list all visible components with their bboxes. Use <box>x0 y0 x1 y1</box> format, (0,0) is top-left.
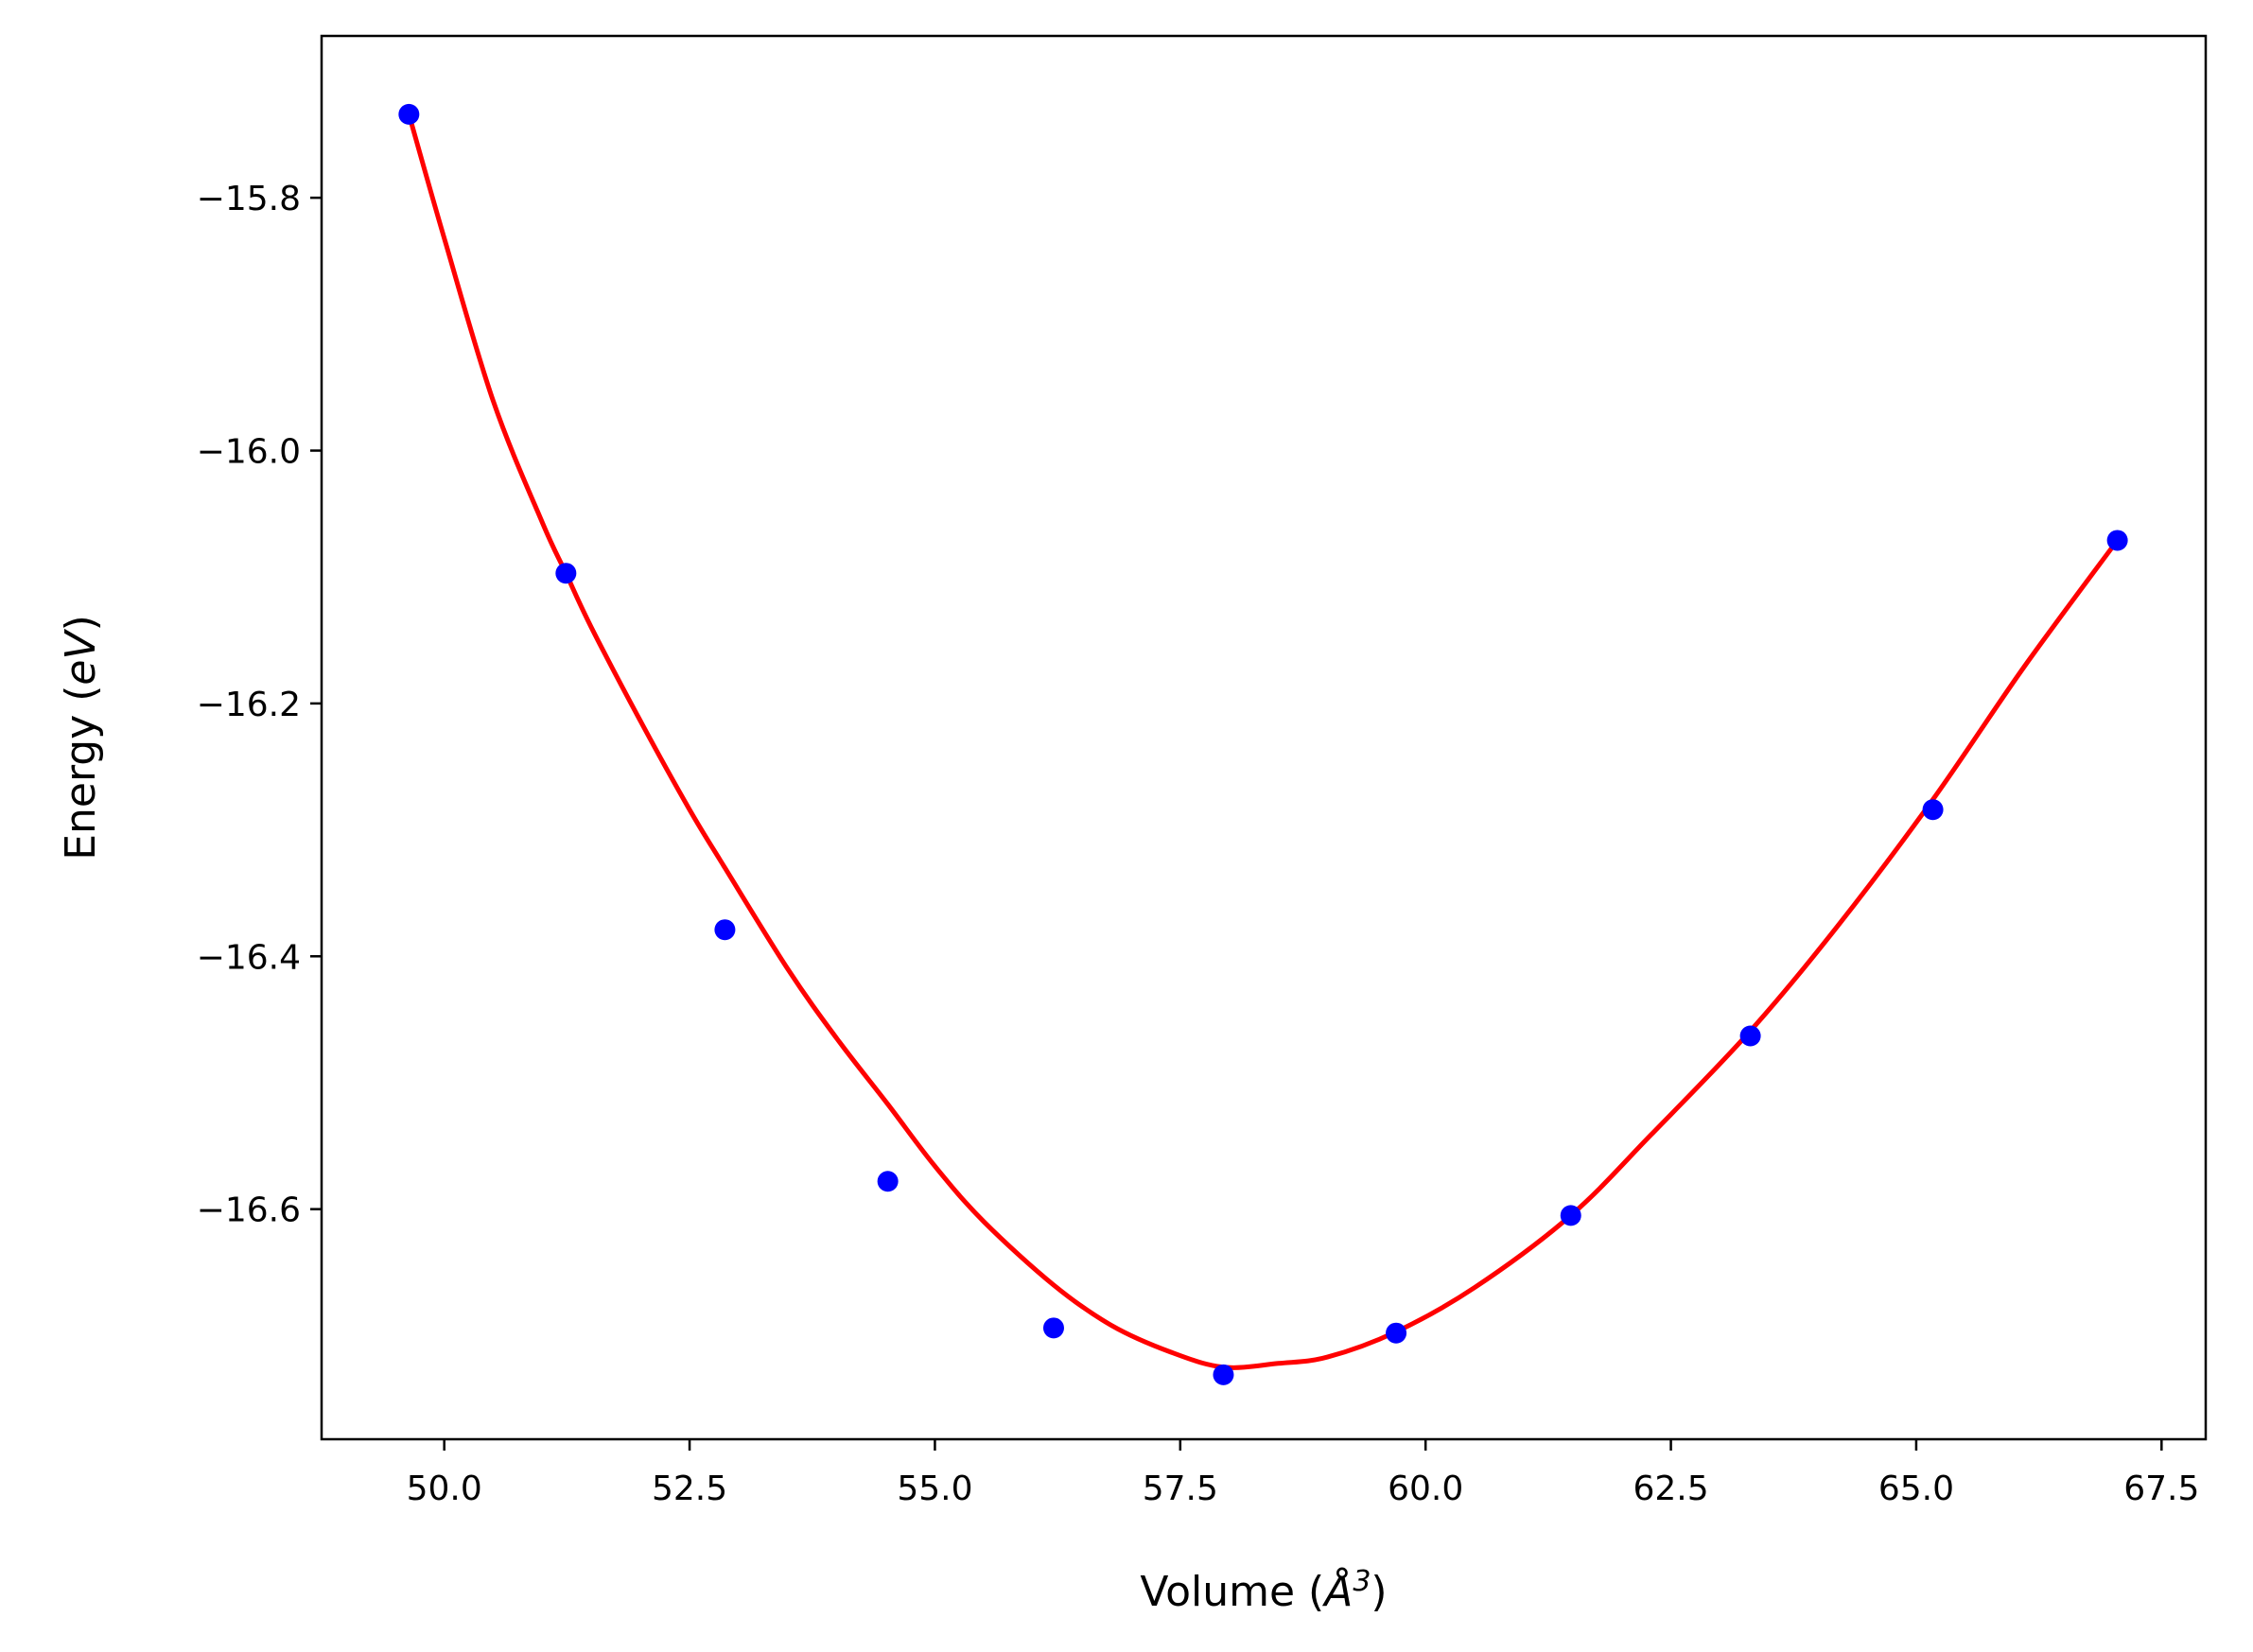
x-tick-label: 52.5 <box>652 1469 727 1508</box>
fit-curve-layer <box>406 113 2120 1370</box>
fit-curve-line <box>406 113 2120 1370</box>
y-tick-label: −16.4 <box>197 938 301 977</box>
x-axis-label-exponent: 3 <box>1353 1565 1371 1598</box>
y-axis-label-prefix: Energy ( <box>57 686 105 861</box>
data-point <box>1042 1317 1064 1339</box>
x-axis-label-suffix: ) <box>1371 1568 1387 1616</box>
data-point <box>1386 1322 1407 1344</box>
data-point <box>714 919 736 941</box>
data-point <box>1213 1364 1234 1385</box>
x-tick-label: 57.5 <box>1143 1469 1218 1508</box>
data-point <box>877 1171 899 1192</box>
plot-frame <box>320 34 2208 1441</box>
x-axis-label-symbol: Å <box>1321 1566 1353 1616</box>
y-tick-label: −16.2 <box>197 686 301 724</box>
data-point <box>1922 799 1944 821</box>
y-tick-label: −15.8 <box>197 180 301 218</box>
data-point <box>1560 1205 1581 1226</box>
x-tick-label: 62.5 <box>1633 1469 1708 1508</box>
y-axis-label: Energy (eV) <box>57 615 105 861</box>
x-axis-label: Volume (Å3) <box>1140 1565 1387 1616</box>
y-tick-label: −16.0 <box>197 433 301 472</box>
x-tick-label: 50.0 <box>407 1469 482 1508</box>
y-ticks: −15.8 −16.0 −16.2 −16.4 −16.6 <box>197 180 322 1230</box>
data-point <box>398 103 420 125</box>
x-ticks: 50.0 52.5 55.0 57.5 60.0 62.5 65.0 67.5 <box>407 1439 2199 1508</box>
data-point <box>1739 1025 1761 1047</box>
x-tick-label: 55.0 <box>897 1469 972 1508</box>
x-tick-label: 65.0 <box>1878 1469 1954 1508</box>
data-points-layer <box>398 103 2128 1385</box>
y-axis-label-symbol: eV <box>57 629 105 686</box>
y-axis-label-suffix: ) <box>57 615 105 631</box>
y-tick-label: −16.6 <box>197 1191 301 1230</box>
x-tick-label: 67.5 <box>2123 1469 2199 1508</box>
x-axis-label-prefix: Volume ( <box>1140 1568 1324 1616</box>
data-point <box>2106 530 2128 551</box>
data-point <box>555 563 577 584</box>
x-tick-label: 60.0 <box>1388 1469 1463 1508</box>
